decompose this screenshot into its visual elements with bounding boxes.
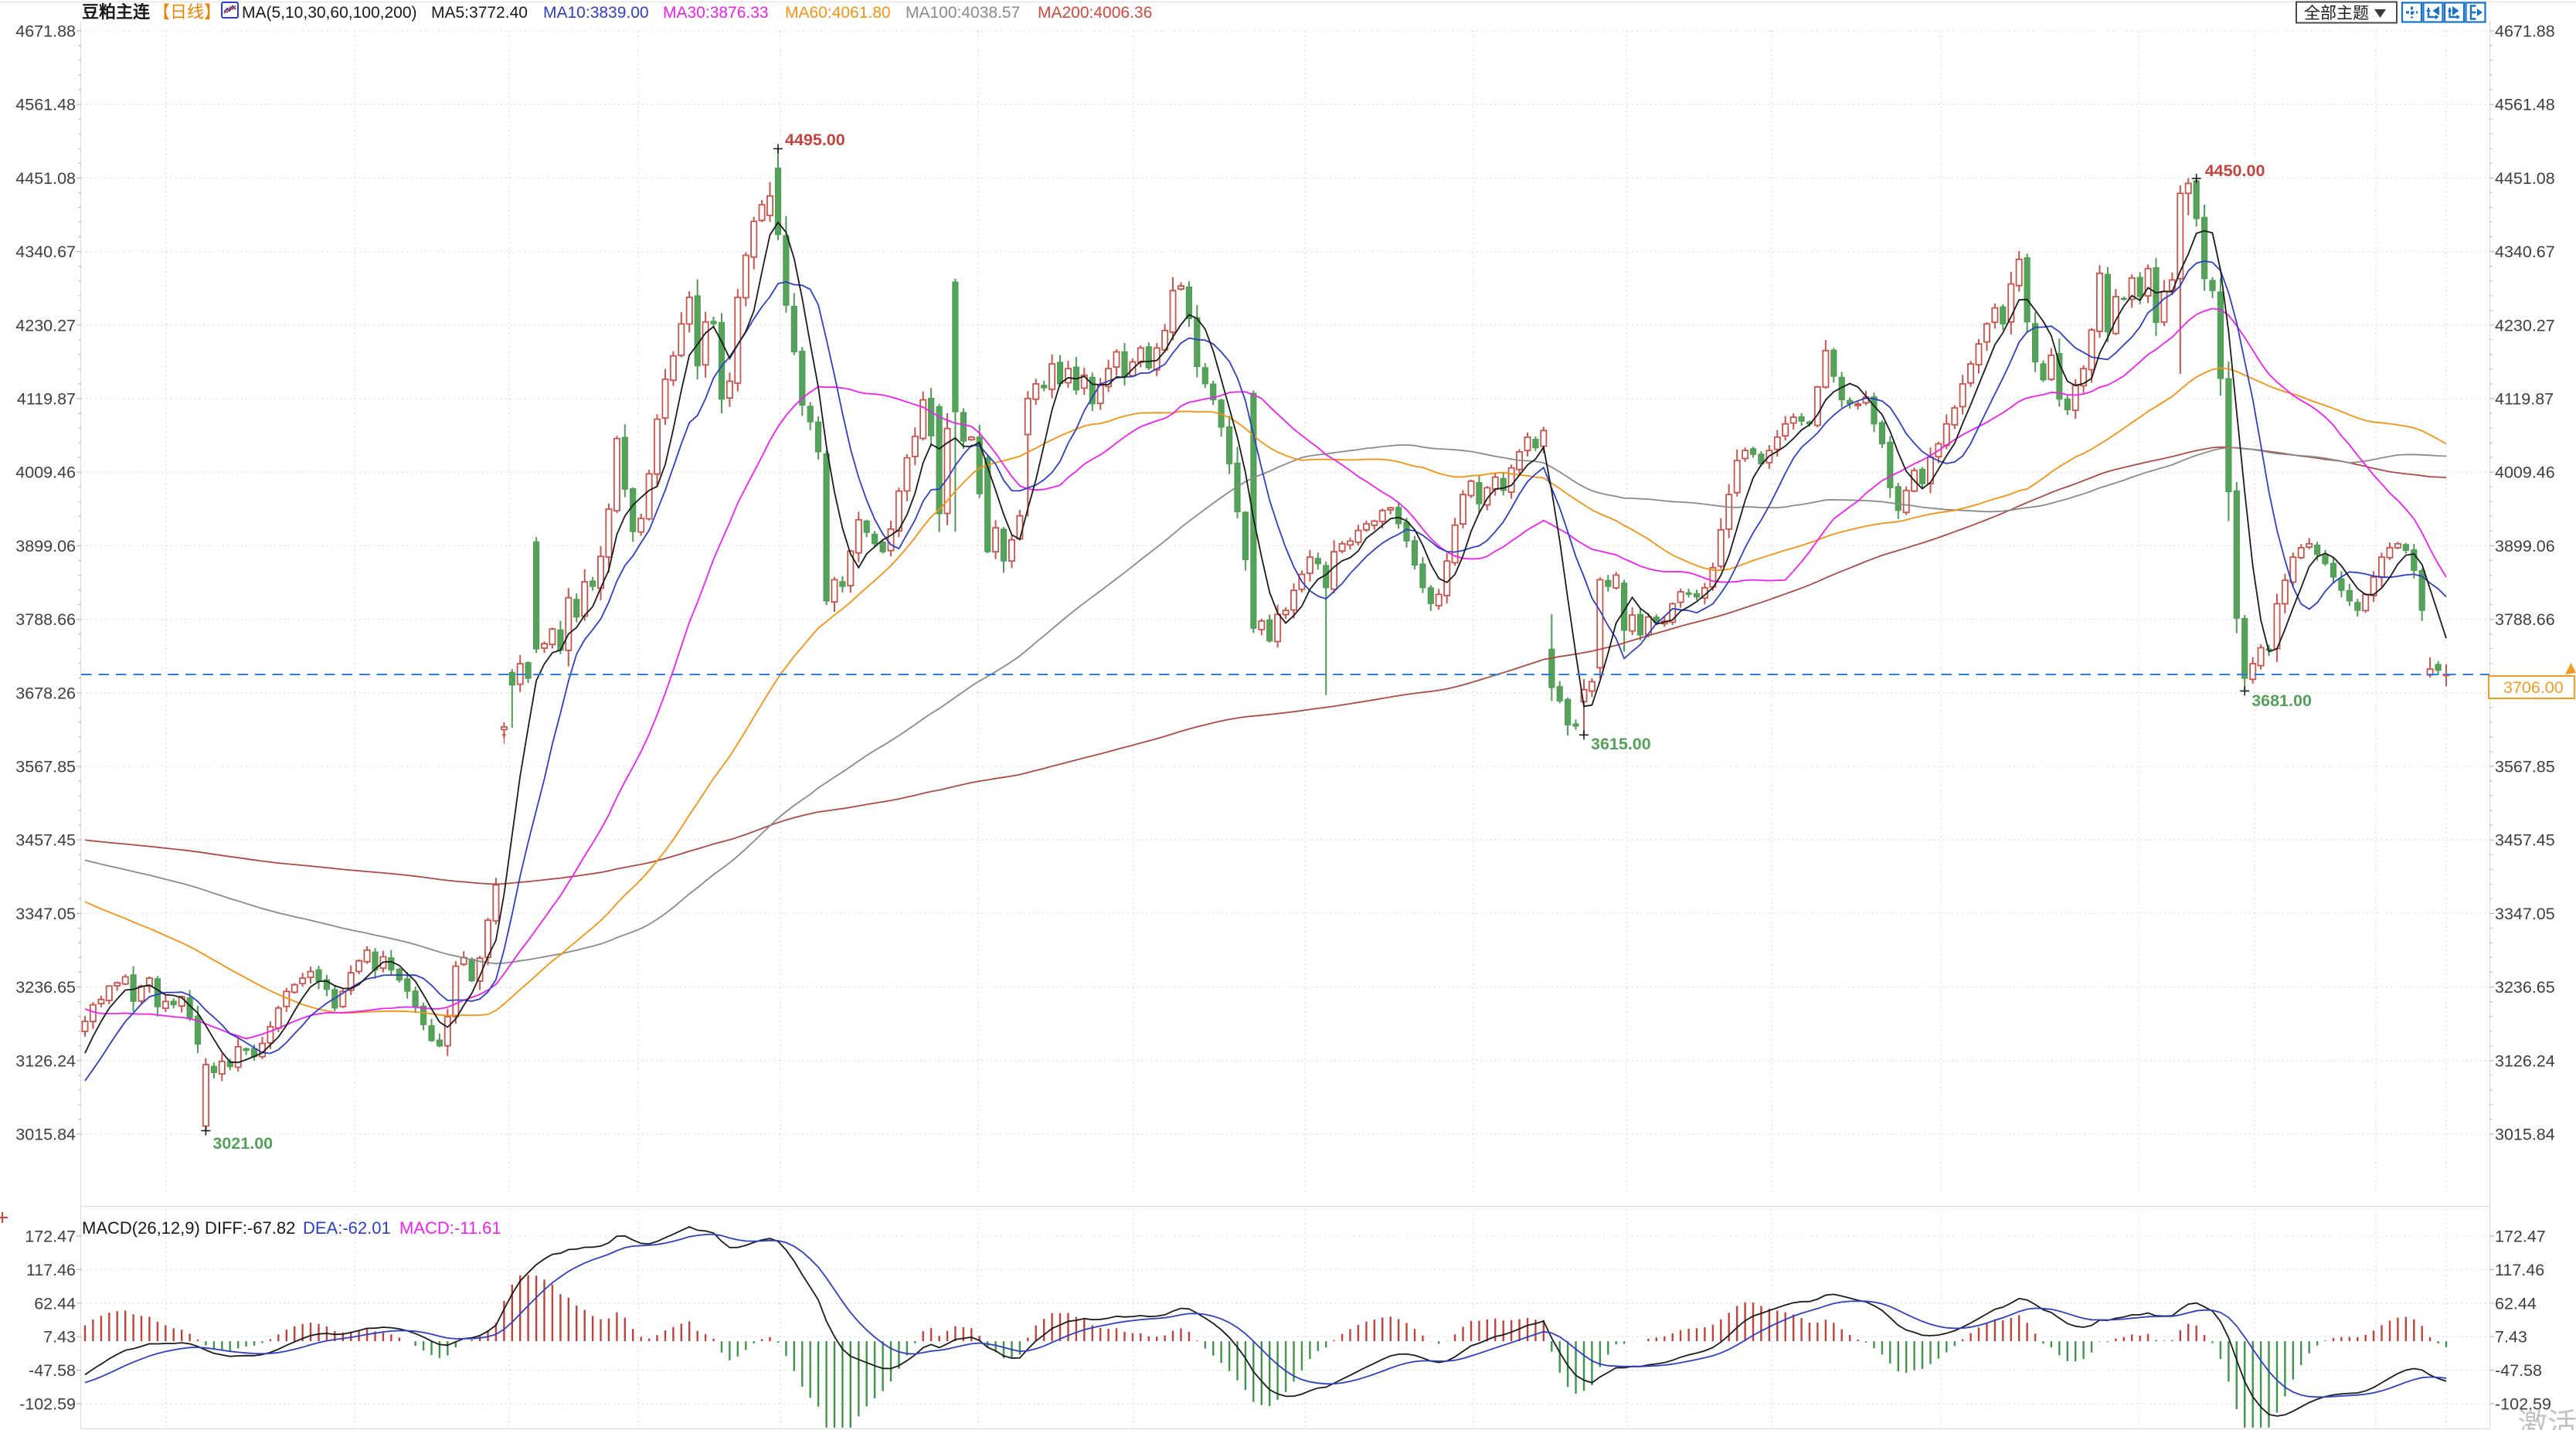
svg-text:全部主题: 全部主题 [2304, 5, 2369, 22]
svg-text:3615.00: 3615.00 [1591, 735, 1651, 753]
svg-text:MA60:4061.80: MA60:4061.80 [785, 4, 891, 22]
svg-text:62.44: 62.44 [34, 1294, 76, 1313]
svg-text:4340.67: 4340.67 [15, 243, 76, 261]
svg-text:4451.08: 4451.08 [15, 169, 76, 188]
svg-text:MA10:3839.00: MA10:3839.00 [543, 4, 649, 22]
svg-text:4671.88: 4671.88 [15, 22, 76, 41]
svg-text:7.43: 7.43 [43, 1328, 76, 1347]
svg-text:-47.58: -47.58 [29, 1361, 76, 1380]
svg-text:【日线】: 【日线】 [153, 2, 221, 22]
svg-text:4561.48: 4561.48 [15, 96, 76, 114]
svg-text:7.43: 7.43 [2495, 1328, 2527, 1347]
svg-text:MACD:-11.61: MACD:-11.61 [399, 1218, 501, 1238]
svg-text:4561.48: 4561.48 [2495, 96, 2555, 114]
svg-text:172.47: 172.47 [2495, 1228, 2546, 1246]
svg-text:MA200:4006.36: MA200:4006.36 [1038, 4, 1152, 22]
svg-text:4009.46: 4009.46 [15, 464, 76, 482]
svg-text:3021.00: 3021.00 [212, 1134, 273, 1153]
svg-text:3126.24: 3126.24 [15, 1051, 76, 1070]
svg-text:3678.26: 3678.26 [15, 684, 76, 702]
svg-text:3457.45: 3457.45 [15, 831, 76, 850]
svg-text:3681.00: 3681.00 [2251, 691, 2312, 710]
svg-text:4450.00: 4450.00 [2205, 161, 2265, 180]
svg-text:117.46: 117.46 [2495, 1261, 2544, 1279]
svg-text:MA100:4038.57: MA100:4038.57 [906, 4, 1020, 22]
svg-text:4671.88: 4671.88 [2495, 22, 2555, 41]
svg-text:DEA:-62.01: DEA:-62.01 [303, 1218, 391, 1238]
svg-text:3899.06: 3899.06 [2495, 537, 2555, 555]
svg-text:117.46: 117.46 [26, 1261, 76, 1279]
svg-text:3567.85: 3567.85 [2495, 758, 2555, 776]
svg-text:3236.65: 3236.65 [2495, 978, 2555, 997]
svg-text:4009.46: 4009.46 [2495, 464, 2555, 482]
svg-text:3788.66: 3788.66 [2495, 610, 2555, 629]
svg-text:3015.84: 3015.84 [15, 1126, 76, 1144]
svg-text:↑: ↑ [499, 727, 508, 748]
svg-text:62.44: 62.44 [2495, 1294, 2537, 1313]
svg-text:3347.05: 3347.05 [2495, 905, 2555, 923]
svg-text:4340.67: 4340.67 [2495, 243, 2555, 261]
svg-text:MA5:3772.40: MA5:3772.40 [431, 4, 528, 22]
svg-text:3236.65: 3236.65 [15, 978, 76, 997]
svg-text:3567.85: 3567.85 [15, 758, 76, 776]
svg-text:3899.06: 3899.06 [15, 537, 76, 555]
svg-text:豆粕主连: 豆粕主连 [82, 2, 151, 22]
svg-text:4230.27: 4230.27 [2495, 316, 2555, 335]
svg-text:4119.87: 4119.87 [17, 390, 76, 409]
svg-text:-102.59: -102.59 [2495, 1395, 2551, 1414]
svg-text:3788.66: 3788.66 [15, 610, 76, 629]
svg-text:MACD(26,12,9) DIFF:-67.82: MACD(26,12,9) DIFF:-67.82 [82, 1218, 295, 1238]
svg-text:4495.00: 4495.00 [785, 131, 845, 149]
svg-text:3015.84: 3015.84 [2495, 1126, 2555, 1144]
svg-text:-102.59: -102.59 [19, 1395, 76, 1414]
svg-text:MA30:3876.33: MA30:3876.33 [663, 4, 769, 22]
svg-text:3347.05: 3347.05 [15, 905, 76, 923]
svg-text:4119.87: 4119.87 [2495, 390, 2554, 409]
svg-text:-47.58: -47.58 [2495, 1361, 2542, 1380]
svg-text:172.47: 172.47 [25, 1228, 76, 1246]
svg-text:3457.45: 3457.45 [2495, 831, 2555, 850]
svg-text:4451.08: 4451.08 [2495, 169, 2555, 188]
svg-text:3126.24: 3126.24 [2495, 1051, 2555, 1070]
svg-text:激活: 激活 [2518, 1408, 2576, 1430]
svg-text:3706.00: 3706.00 [2503, 678, 2564, 697]
svg-text:MA(5,10,30,60,100,200): MA(5,10,30,60,100,200) [242, 4, 417, 22]
svg-text:4230.27: 4230.27 [15, 316, 76, 335]
